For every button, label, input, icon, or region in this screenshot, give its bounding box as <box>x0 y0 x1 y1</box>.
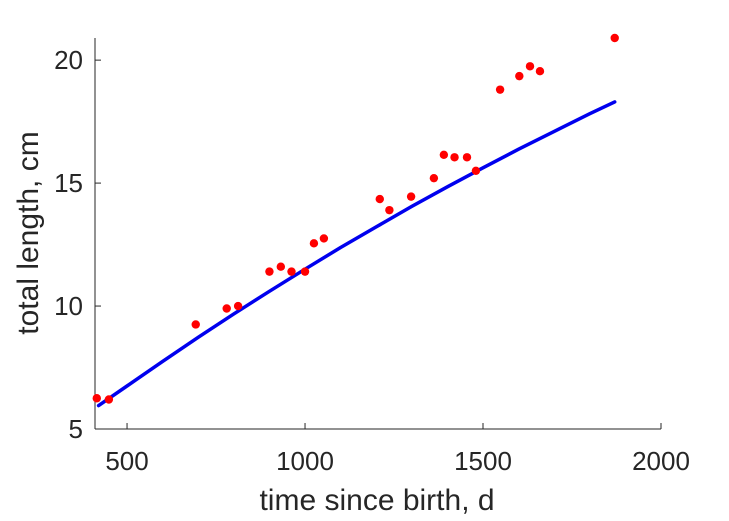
data-point <box>462 153 472 162</box>
data-point <box>429 173 439 183</box>
data-point <box>104 395 114 404</box>
data-point <box>610 33 619 43</box>
fit-layer <box>96 100 617 408</box>
data-point <box>92 394 101 403</box>
y-tick-label: 15 <box>54 168 83 198</box>
data-point <box>276 262 286 271</box>
plot-area: 500 1000 1500 2000 5 10 15 20 <box>54 33 690 476</box>
data-point <box>309 239 319 248</box>
x-ticks: 500 1000 1500 2000 <box>105 423 690 476</box>
points-layer <box>92 33 619 404</box>
data-point <box>222 304 231 313</box>
data-point <box>385 205 394 215</box>
data-point <box>495 85 505 94</box>
y-ticks: 5 10 15 20 <box>54 45 101 444</box>
data-point <box>515 71 524 81</box>
x-axis-label: time since birth, d <box>259 484 494 517</box>
data-point <box>535 66 545 76</box>
x-tick-label: 2000 <box>632 446 690 476</box>
data-point <box>471 166 481 175</box>
data-point <box>450 153 459 162</box>
data-point <box>300 267 310 276</box>
data-point <box>406 192 416 201</box>
y-tick-label: 5 <box>69 414 83 444</box>
x-tick-label: 500 <box>105 446 148 476</box>
y-tick-label: 10 <box>54 291 83 321</box>
data-point <box>525 62 535 71</box>
x-tick-label: 1000 <box>276 446 334 476</box>
y-tick-label: 20 <box>54 45 83 75</box>
data-point <box>265 267 274 276</box>
data-point <box>439 150 449 160</box>
fit-curve <box>96 100 617 408</box>
data-point <box>287 267 296 276</box>
data-point <box>319 234 329 243</box>
x-tick-label: 1500 <box>454 446 512 476</box>
y-axis-label: total length, cm <box>12 131 45 334</box>
data-point <box>191 320 200 329</box>
data-point <box>375 194 384 204</box>
data-point <box>233 301 243 311</box>
